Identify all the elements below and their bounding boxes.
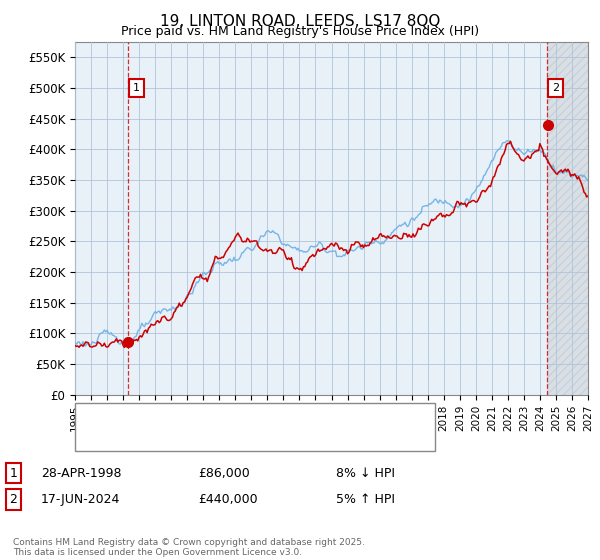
- Text: ─────: ─────: [82, 409, 120, 422]
- Bar: [547, 42, 588, 395]
- Text: £86,000: £86,000: [198, 466, 250, 480]
- Text: 5% ↑ HPI: 5% ↑ HPI: [336, 493, 395, 506]
- Text: 17-JUN-2024: 17-JUN-2024: [41, 493, 120, 506]
- Text: Contains HM Land Registry data © Crown copyright and database right 2025.
This d: Contains HM Land Registry data © Crown c…: [13, 538, 365, 557]
- Text: Price paid vs. HM Land Registry's House Price Index (HPI): Price paid vs. HM Land Registry's House …: [121, 25, 479, 38]
- Text: 28-APR-1998: 28-APR-1998: [41, 466, 121, 480]
- Text: 2: 2: [9, 493, 17, 506]
- Text: 1: 1: [9, 466, 17, 480]
- Text: 1: 1: [133, 83, 140, 93]
- Text: £440,000: £440,000: [198, 493, 257, 506]
- Text: ─────: ─────: [82, 433, 120, 446]
- Text: 2: 2: [552, 83, 559, 93]
- Text: 19, LINTON ROAD, LEEDS, LS17 8QQ: 19, LINTON ROAD, LEEDS, LS17 8QQ: [160, 14, 440, 29]
- Text: 8% ↓ HPI: 8% ↓ HPI: [336, 466, 395, 480]
- Text: 19, LINTON ROAD, LEEDS, LS17 8QQ (detached house): 19, LINTON ROAD, LEEDS, LS17 8QQ (detach…: [114, 410, 420, 421]
- Text: HPI: Average price, detached house, Leeds: HPI: Average price, detached house, Leed…: [114, 435, 353, 445]
